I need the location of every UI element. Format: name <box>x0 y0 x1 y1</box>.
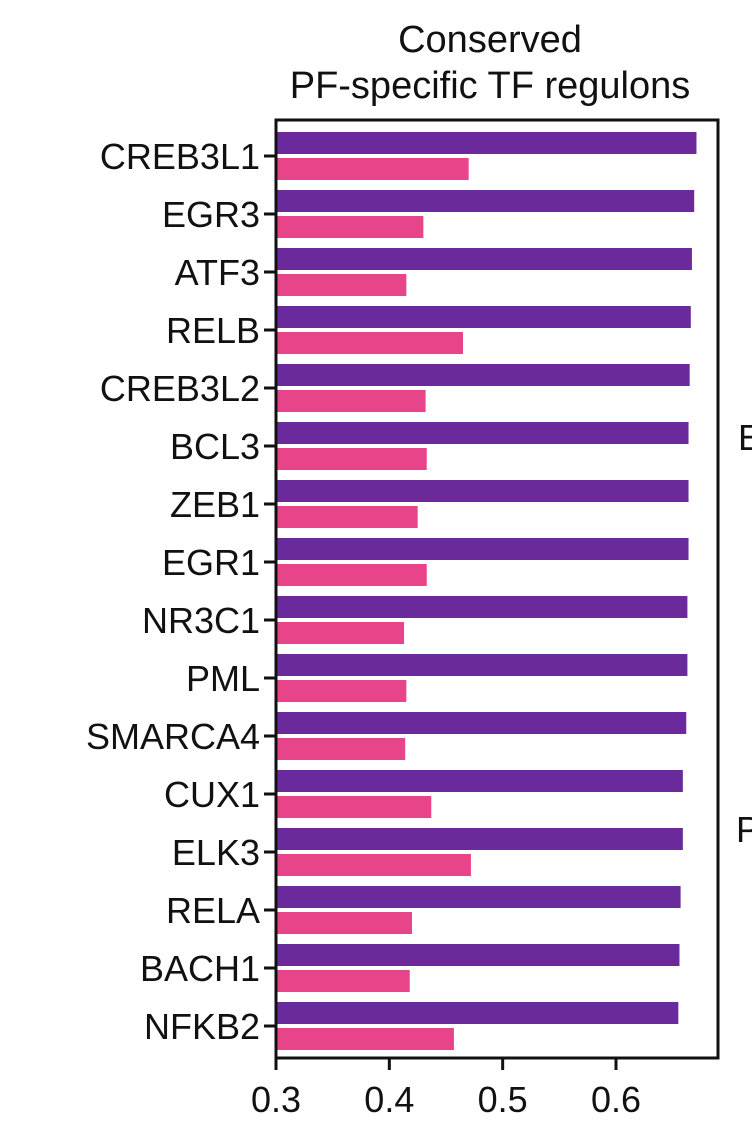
bar-bcl3-series-2 <box>276 448 427 470</box>
bar-egr3-series-2 <box>276 216 424 238</box>
y-tick-label-relb: RELB <box>166 310 260 351</box>
bar-zeb1-series-1 <box>276 480 689 502</box>
y-tick-label-bach1: BACH1 <box>140 948 260 989</box>
y-tick-label-atf3: ATF3 <box>175 252 260 293</box>
chart-title-line-2: PF-specific TF regulons <box>290 65 691 107</box>
bar-nfkb2-series-1 <box>276 1002 679 1024</box>
bar-smarca4-series-2 <box>276 738 406 760</box>
x-tick-label-0: 0.3 <box>251 1079 301 1120</box>
y-tick-label-nfkb2: NFKB2 <box>144 1006 260 1047</box>
bar-relb-series-2 <box>276 332 463 354</box>
y-tick-label-elk3: ELK3 <box>172 832 260 873</box>
bar-creb3l2-series-2 <box>276 390 426 412</box>
bar-atf3-series-1 <box>276 248 692 270</box>
bar-series-group <box>276 132 697 1050</box>
y-tick-label-egr3: EGR3 <box>162 194 260 235</box>
chart-title: Conserved PF-specific TF regulons <box>290 19 691 107</box>
bar-rela-series-1 <box>276 886 681 908</box>
x-axis: 0.3 0.4 0.5 0.6 <box>251 1058 641 1120</box>
bar-bach1-series-1 <box>276 944 680 966</box>
bar-egr1-series-2 <box>276 564 427 586</box>
bar-creb3l1-series-1 <box>276 132 697 154</box>
y-axis: CREB3L1 EGR3 ATF3 RELB CREB3L2 BCL3 ZEB1 EGR1 NR… <box>86 136 276 1047</box>
y-tick-label-rela: RELA <box>166 890 260 931</box>
y-tick-label-creb3l2: CREB3L2 <box>100 368 260 409</box>
bar-bcl3-series-1 <box>276 422 689 444</box>
bar-cux1-series-2 <box>276 796 432 818</box>
bar-pml-series-1 <box>276 654 688 676</box>
bar-smarca4-series-1 <box>276 712 687 734</box>
bar-egr1-series-1 <box>276 538 689 560</box>
y-tick-label-creb3l1: CREB3L1 <box>100 136 260 177</box>
bar-zeb1-series-2 <box>276 506 418 528</box>
bar-rela-series-2 <box>276 912 412 934</box>
y-tick-label-bcl3: BCL3 <box>170 426 260 467</box>
bar-bach1-series-2 <box>276 970 410 992</box>
plot-area-frame <box>274 118 720 1060</box>
bar-relb-series-1 <box>276 306 691 328</box>
chart-title-line-1: Conserved <box>398 19 582 61</box>
y-tick-label-nr3c1: NR3C1 <box>142 600 260 641</box>
bar-cux1-series-1 <box>276 770 683 792</box>
bar-egr3-series-1 <box>276 190 695 212</box>
cropped-neighbor-label-e: E <box>738 417 752 458</box>
cropped-neighbor-label-p: P <box>736 809 752 850</box>
y-tick-label-smarca4: SMARCA4 <box>86 716 260 757</box>
bar-elk3-series-2 <box>276 854 471 876</box>
x-tick-label-3: 0.6 <box>591 1079 641 1120</box>
y-tick-label-pml: PML <box>186 658 260 699</box>
y-tick-label-cux1: CUX1 <box>164 774 260 815</box>
bar-nr3c1-series-2 <box>276 622 405 644</box>
bar-nr3c1-series-1 <box>276 596 688 618</box>
y-tick-label-zeb1: ZEB1 <box>170 484 260 525</box>
x-tick-label-2: 0.5 <box>478 1079 528 1120</box>
bar-nfkb2-series-2 <box>276 1028 454 1050</box>
bar-pml-series-2 <box>276 680 407 702</box>
bar-creb3l2-series-1 <box>276 364 690 386</box>
x-tick-label-1: 0.4 <box>364 1079 414 1120</box>
y-tick-label-egr1: EGR1 <box>162 542 260 583</box>
bar-creb3l1-series-2 <box>276 158 469 180</box>
bar-elk3-series-1 <box>276 828 683 850</box>
bar-atf3-series-2 <box>276 274 407 296</box>
